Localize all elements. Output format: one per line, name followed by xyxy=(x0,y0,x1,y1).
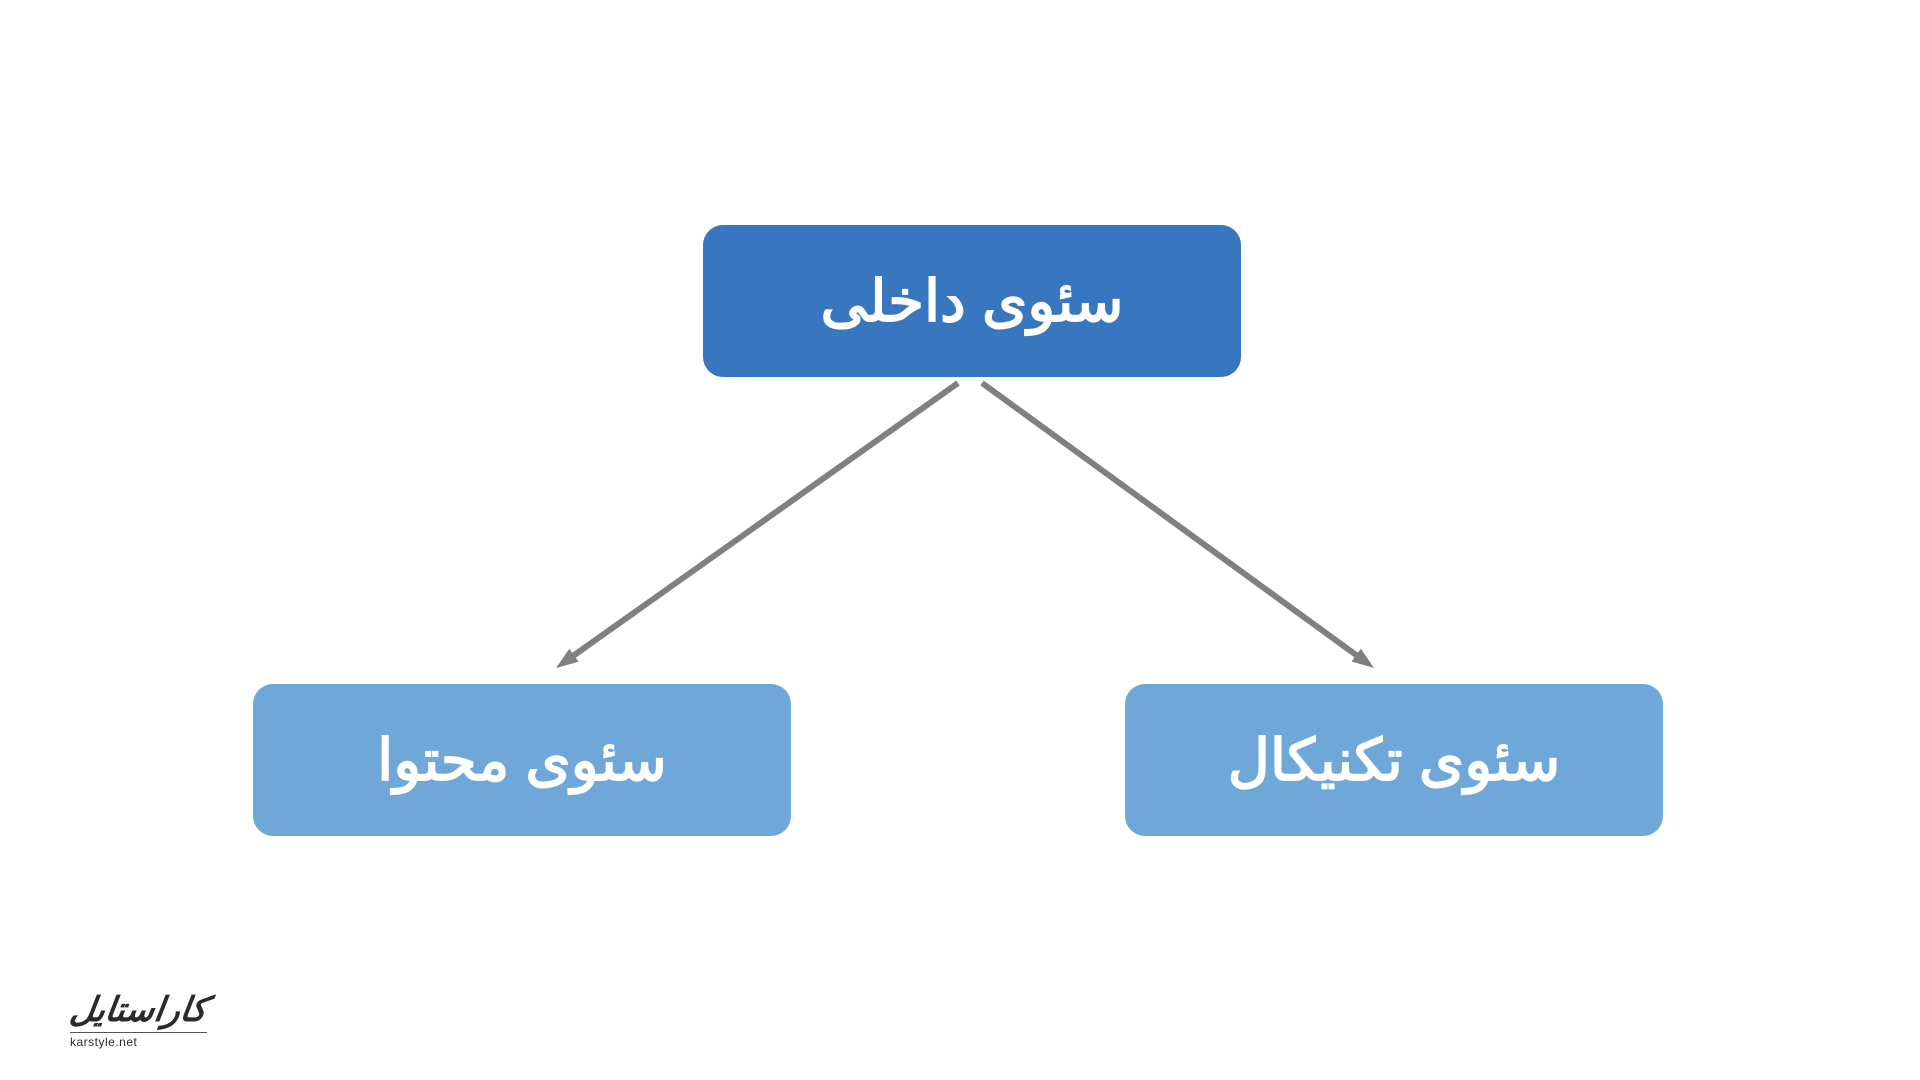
arrowhead-root-left xyxy=(556,649,579,668)
node-root: سئوی داخلی xyxy=(703,225,1241,377)
watermark: کاراستایل karstyle.net xyxy=(70,990,207,1049)
arrowhead-root-right xyxy=(1352,649,1374,668)
edges-layer xyxy=(0,0,1920,1080)
watermark-url: karstyle.net xyxy=(70,1032,207,1049)
watermark-brand: کاراستایل xyxy=(67,990,209,1030)
edge-root-right xyxy=(982,383,1363,660)
edge-root-left xyxy=(567,383,958,660)
node-right: سئوی تکنیکال xyxy=(1125,684,1663,836)
node-left: سئوی محتوا xyxy=(253,684,791,836)
